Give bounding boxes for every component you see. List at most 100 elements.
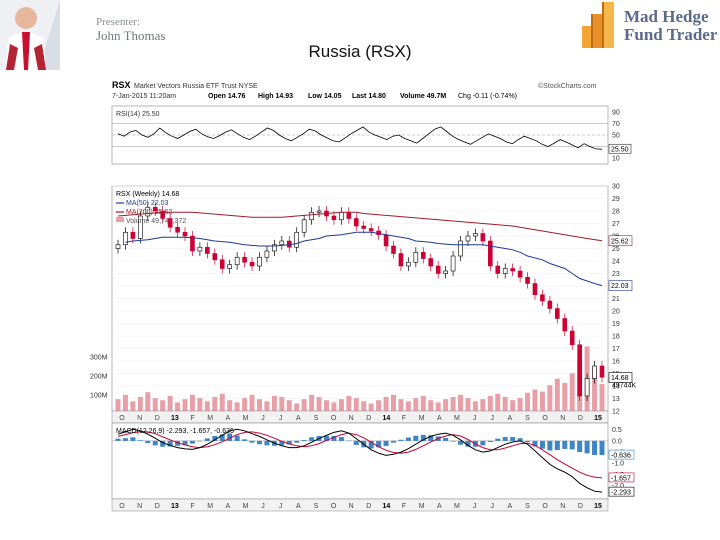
x-axis-bottom-label: A xyxy=(296,503,301,510)
volume-bar xyxy=(569,373,575,411)
macd-histogram-bar xyxy=(338,437,344,441)
x-axis-bottom-label: N xyxy=(137,503,142,510)
price-candle xyxy=(420,247,426,264)
quote-high: High 14.93 xyxy=(258,93,293,100)
price-tick-label: 23 xyxy=(612,271,620,278)
candle-body xyxy=(309,211,314,221)
macd-histogram-bar xyxy=(510,437,516,441)
macd-legend: MACD(12,26,9) -2.293, -1.657, -0.636 xyxy=(116,428,234,435)
x-axis-top-label: D xyxy=(155,415,160,422)
volume-bar xyxy=(182,399,188,411)
x-axis-top-label: A xyxy=(225,415,230,422)
volume-bar xyxy=(256,399,262,411)
volume-bar xyxy=(547,385,553,411)
price-candle xyxy=(562,313,568,336)
macd-histogram-bar xyxy=(182,440,188,445)
candle-body xyxy=(316,210,322,213)
candle-body xyxy=(480,233,486,242)
volume-bar xyxy=(249,394,255,411)
ma50-value-label-box xyxy=(608,280,633,291)
macd-signal-value-box xyxy=(608,472,635,483)
volume-bar xyxy=(413,398,419,411)
macd-histogram-bar xyxy=(554,440,560,451)
volume-bar xyxy=(264,401,270,411)
volume-bar xyxy=(532,389,538,411)
candle-body xyxy=(175,226,180,233)
volume-bar xyxy=(361,401,367,411)
quote-volume: Volume 49.7M xyxy=(400,93,446,100)
rsi-tick-label: 10 xyxy=(612,156,620,163)
volume-bar xyxy=(405,401,411,411)
x-axis-top-label: A xyxy=(296,415,301,422)
price-candle xyxy=(465,231,471,246)
volume-tick-label: 300M xyxy=(90,355,108,362)
x-axis-bottom-label: N xyxy=(349,503,354,510)
price-candle xyxy=(458,236,463,261)
volume-tick-label: 100M xyxy=(90,392,108,399)
volume-legend: Volume 49,744,372 xyxy=(126,218,186,225)
macd-value-box xyxy=(608,486,635,497)
x-axis-bottom-label: O xyxy=(542,503,548,510)
price-candle xyxy=(115,239,121,254)
price-tick-label: 28 xyxy=(612,209,620,216)
price-candle xyxy=(264,246,270,263)
macd-histogram-bar xyxy=(167,440,173,447)
macd-histogram-bar xyxy=(539,440,545,449)
volume-bar xyxy=(301,399,307,411)
macd-histogram-bar xyxy=(249,440,255,443)
price-tick-label: 17 xyxy=(612,346,620,353)
ma200-value-label: 25.62 xyxy=(611,238,629,245)
macd-hist-value-box xyxy=(608,449,635,460)
volume-bar xyxy=(487,395,493,411)
price-candle xyxy=(175,222,180,238)
chart-source: ©StockCharts.com xyxy=(538,82,597,90)
candle-body xyxy=(346,211,352,219)
x-axis-top-label: 15 xyxy=(594,415,602,422)
price-candle xyxy=(219,254,225,274)
x-axis-bottom-label: J xyxy=(473,503,477,510)
price-candle xyxy=(368,223,374,236)
x-axis-bottom-label: S xyxy=(525,503,530,510)
macd-histogram-bar xyxy=(122,438,128,441)
candle-body xyxy=(227,264,232,269)
presenter-name: John Thomas xyxy=(96,28,166,43)
price-tick-label: 16 xyxy=(612,359,620,366)
candle-body xyxy=(257,256,262,267)
logo-text: Mad Hedge Fund Trader xyxy=(624,8,717,44)
price-candle xyxy=(391,241,396,259)
price-candle xyxy=(190,231,195,256)
price-tick-label: 30 xyxy=(612,184,620,191)
candle-body xyxy=(398,253,404,267)
volume-bar xyxy=(517,398,523,411)
price-candle xyxy=(316,206,322,218)
candle-body xyxy=(361,225,367,229)
candle-body xyxy=(473,233,478,237)
volume-bar xyxy=(435,402,441,411)
price-candle xyxy=(435,261,441,279)
candle-body xyxy=(242,256,247,263)
x-axis-bottom-label: 13 xyxy=(171,503,179,510)
volume-bar xyxy=(115,399,121,411)
x-axis-bottom-label: N xyxy=(560,503,565,510)
x-axis-bottom-label: D xyxy=(155,503,160,510)
x-axis-bottom-label: J xyxy=(279,503,283,510)
macd-histogram-bar xyxy=(219,434,225,441)
volume-bar xyxy=(502,397,508,411)
volume-bar xyxy=(160,400,166,411)
volume-bar xyxy=(539,391,545,411)
candle-body xyxy=(167,218,173,228)
volume-bar xyxy=(189,394,195,411)
price-tick-label: 14 xyxy=(612,384,620,391)
price-tick-label: 24 xyxy=(612,259,620,266)
candle-body xyxy=(562,318,568,332)
x-axis-top-label: F xyxy=(190,415,194,422)
volume-bar xyxy=(353,398,359,411)
macd-hist-value: -0.636 xyxy=(611,453,631,460)
macd-histogram-bar xyxy=(458,440,464,445)
macd-histogram-bar xyxy=(584,440,590,454)
volume-bar xyxy=(592,367,598,411)
candle-body xyxy=(205,246,210,254)
candle-body xyxy=(495,265,501,274)
macd-histogram-bar xyxy=(197,440,203,442)
candle-body xyxy=(420,251,426,259)
